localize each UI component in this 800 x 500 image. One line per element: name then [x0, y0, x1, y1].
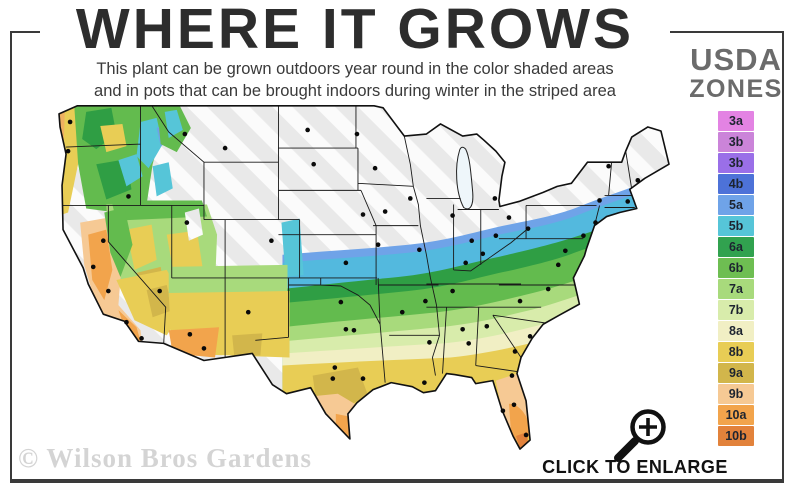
legend-zone-chip-10a: 10a — [718, 405, 754, 425]
legend-zone-chip-3b: 3b — [718, 153, 754, 173]
legend-zone-chip-3b: 3b — [718, 132, 754, 152]
legend-zone-chip-6a: 6a — [718, 237, 754, 257]
subtitle-line-1: This plant can be grown outdoors year ro… — [96, 60, 614, 78]
subtitle: This plant can be grown outdoors year ro… — [35, 58, 675, 103]
legend-zone-chip-9b: 9b — [718, 384, 754, 404]
usda-zones-legend: USDA ZONES 3a 3b 3b 4b 5a 5b 6a 6b 7a 7b 8a 8b 9a 9b 1… — [688, 44, 784, 447]
city-dots — [65, 119, 641, 438]
legend-zone-chip-5a: 5a — [718, 195, 754, 215]
usda-zone-map[interactable] — [56, 102, 670, 468]
legend-zone-chip-7a: 7a — [718, 279, 754, 299]
usa-map-svg[interactable] — [56, 102, 670, 468]
legend-title-zones: ZONES — [689, 75, 783, 103]
legend-zone-chip-7b: 7b — [718, 300, 754, 320]
legend-zone-chip-5b: 5b — [718, 216, 754, 236]
legend-zone-chip-4b: 4b — [718, 174, 754, 194]
legend-title-usda: USDA — [690, 42, 782, 77]
legend-zone-chip-9a: 9a — [718, 363, 754, 383]
legend-zone-chip-8b: 8b — [718, 342, 754, 362]
zone-list: 3a 3b 3b 4b 5a 5b 6a 6b 7a 7b 8a 8b 9a 9b 10a 10b — [688, 111, 784, 446]
state-borders — [61, 105, 637, 383]
subtitle-line-2: and in pots that can be brought indoors … — [94, 82, 616, 101]
map-zone-fills — [59, 105, 669, 450]
page-title: WHERE IT GROWS — [40, 1, 670, 58]
legend-zone-chip-10b: 10b — [718, 426, 754, 446]
legend-zone-chip-8a: 8a — [718, 321, 754, 341]
us-outline — [58, 105, 670, 450]
watermark: © Wilson Bros Gardens — [18, 443, 312, 473]
legend-zone-chip-6b: 6b — [718, 258, 754, 278]
legend-zone-chip-3a: 3a — [718, 111, 754, 131]
click-to-enlarge-label[interactable]: CLICK TO ENLARGE — [542, 457, 728, 477]
magnifier-plus-icon[interactable] — [608, 406, 682, 464]
